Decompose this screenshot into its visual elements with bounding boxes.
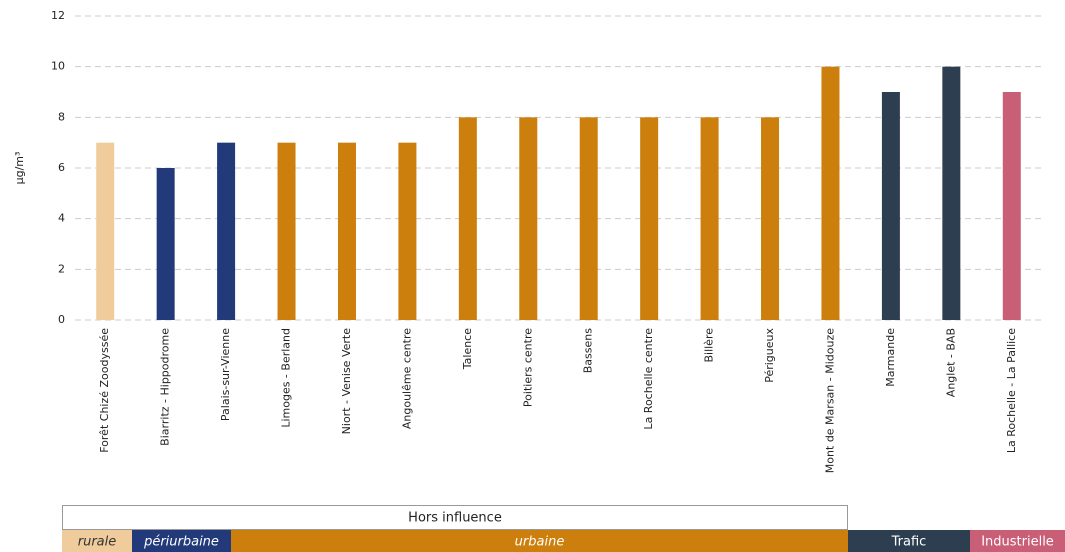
group-label: rurale: [78, 535, 117, 550]
group-header-box: [62, 505, 848, 530]
bar: [519, 117, 538, 320]
y-axis-label: µg/m³: [13, 152, 26, 185]
group-label: Industrielle: [981, 535, 1054, 550]
group-band: [231, 530, 848, 552]
group-label: urbaine: [515, 535, 565, 550]
x-tick-label: La Rochelle centre: [642, 328, 655, 430]
x-tick-label: Niort - Venise Verte: [340, 328, 353, 435]
x-tick-label: Mont de Marsan - Midouze: [823, 328, 836, 473]
group-label: Trafic: [891, 535, 927, 550]
bar: [217, 142, 236, 320]
x-tick-label: Palais-sur-Vienne: [219, 328, 232, 421]
bar: [156, 168, 175, 320]
group-band: [970, 530, 1065, 552]
y-tick-label: 4: [58, 212, 65, 225]
bar: [640, 117, 659, 320]
x-tick-label: Marmande: [884, 328, 897, 387]
y-tick-label: 6: [58, 161, 65, 174]
x-tick-label: Forêt Chizé Zoodyssée: [98, 328, 111, 453]
bar: [277, 142, 296, 320]
y-tick-label: 0: [58, 313, 65, 326]
bar: [337, 142, 356, 320]
bar: [96, 142, 115, 320]
group-label: périurbaine: [143, 535, 219, 550]
bar: [579, 117, 598, 320]
x-tick-label: Périgueux: [763, 328, 776, 383]
bar: [700, 117, 719, 320]
x-tick-label: Angoulême centre: [400, 328, 413, 429]
bar: [1002, 92, 1021, 320]
y-tick-label: 10: [51, 60, 65, 73]
y-tick-label: 8: [58, 110, 65, 123]
bar: [761, 117, 780, 320]
group-band: [132, 530, 231, 552]
x-tick-label: Talence: [461, 328, 474, 370]
y-tick-label: 12: [51, 9, 65, 22]
x-tick-label: Poitiers centre: [521, 328, 534, 407]
x-tick-label: Anglet - BAB: [944, 328, 957, 397]
group-header: Hors influence: [408, 511, 502, 526]
bar: [458, 117, 477, 320]
x-tick-label: Biarritz - Hippodrome: [159, 328, 172, 446]
bar: [881, 92, 900, 320]
group-band: [62, 530, 132, 552]
bar: [398, 142, 417, 320]
x-tick-label: Bassens: [582, 328, 595, 373]
bar: [942, 66, 961, 321]
x-tick-label: Billère: [703, 328, 716, 363]
x-tick-label: La Rochelle - La Pallice: [1005, 328, 1018, 453]
group-band: [848, 530, 970, 552]
x-tick-label: Limoges - Berland: [280, 328, 293, 428]
y-tick-label: 2: [58, 262, 65, 275]
bar: [821, 66, 840, 321]
